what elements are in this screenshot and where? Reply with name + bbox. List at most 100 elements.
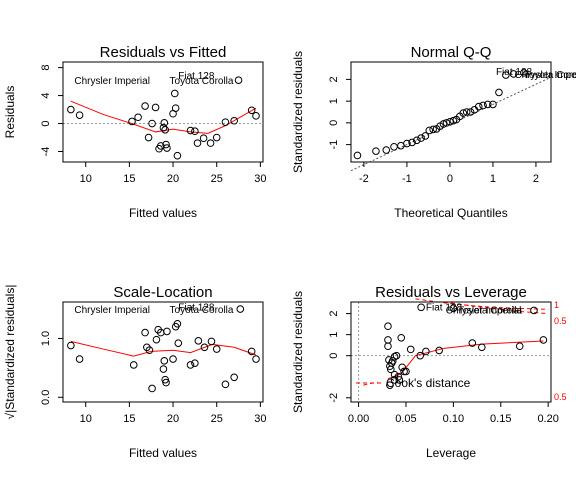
data-point [163,327,171,336]
data-point [406,345,415,354]
x-tick-label: 15 [123,173,135,185]
data-point [384,342,392,351]
data-point [353,151,362,160]
data-point [134,113,142,122]
data-point [148,119,156,128]
data-point [382,146,391,154]
data-point [161,126,169,134]
point-label: Chrysler Imperial [74,305,150,316]
data-point [468,339,477,347]
x-tick-label: 0.15 [490,413,511,425]
data-point [169,355,177,363]
smooth-line [387,340,544,380]
data-point [489,100,497,109]
x-tick-label: 2 [533,173,539,185]
x-tick-label: 25 [211,413,223,425]
data-point [159,123,168,132]
data-point [221,380,230,389]
data-point [151,103,160,112]
point-label: Chrysler Imperial [74,76,150,87]
data-point [145,346,154,355]
x-tick-label: -2 [359,173,369,185]
data-point [442,119,451,127]
point-label: Toyota Corolla [458,305,522,316]
point-label: Toyota Corolla [524,70,576,81]
data-point [212,133,221,142]
data-point [502,71,510,79]
cooks-contour-label: 0.5 [554,316,567,326]
data-point [520,69,528,77]
x-tick-label: 0 [447,173,453,185]
data-point [193,139,202,147]
x-tick-label: 0.05 [395,413,416,425]
data-point [171,104,180,112]
data-point [429,125,437,134]
panel-2: Normal Q-Q -2 -1 0 1 2 -1 0 1 2 Theoretical Quanti… [291,44,576,220]
data-point [425,126,434,135]
data-point [129,361,138,369]
plot-frame [350,301,552,403]
data-point [390,370,399,379]
x-axis-label: Fitted values [129,446,197,460]
data-point [390,142,398,151]
cooks-contour [443,301,549,315]
data-point [230,373,238,382]
point-label: Toyota Corolla [170,305,234,316]
data-point [236,305,245,313]
data-point [446,117,454,126]
x-axis-label: Theoretical Quantiles [394,206,507,220]
point-label: Fiat 128 [178,302,215,313]
data-point [422,347,430,356]
point-label: Chrysler Imperial [446,305,522,316]
x-tick-label: 10 [80,413,92,425]
y-tick-label: 2 [328,76,340,82]
data-point [417,303,425,312]
y-tick-label: 0 [328,120,340,126]
data-point [539,336,548,344]
data-point [435,346,443,355]
point-label: Fiat 128 [178,71,215,82]
y-tick-label: 0 [328,353,340,359]
x-axis-label: Leverage [426,446,476,460]
panel-1: Residuals vs Fitted 10 15 20 25 30 -4 0 4 8 Fitted… [3,44,267,220]
data-point [141,328,149,337]
x-tick-label: 0.10 [443,413,464,425]
chart-title: Residuals vs Fitted [100,44,227,61]
y-tick-label: 0 [40,120,52,126]
point-label: Fiat 128 [426,302,463,313]
data-point [221,118,230,126]
x-tick-label: 10 [80,173,92,185]
smooth-line [70,340,257,357]
data-point [515,342,524,351]
data-point [397,333,406,342]
data-point [466,108,475,116]
y-axis-label: Residuals [3,86,17,139]
data-point [207,337,216,346]
qq-reference-line [350,76,552,172]
data-point [400,367,408,376]
cooks-contour-label: 1 [554,300,559,310]
data-point [75,111,84,119]
x-tick-label: -1 [402,173,412,185]
y-tick-label: 1.0 [40,331,52,346]
data-point [128,117,136,126]
point-label: Toyota Corolla [170,76,234,87]
data-point [395,376,404,384]
data-point [170,89,179,98]
data-point [413,136,421,145]
plot-frame [350,61,552,163]
chart-title: Scale-Location [113,284,212,301]
data-point [191,359,199,367]
y-tick-label: -4 [40,147,52,157]
data-point [474,102,483,111]
data-point [390,352,399,361]
data-point [173,319,182,328]
x-tick-label: 0.20 [537,413,558,425]
data-point [161,375,169,384]
data-point [398,363,406,372]
point-label: Chrysler Imperial [514,70,576,81]
data-point [394,372,403,381]
data-point [372,147,380,155]
point-label: Fiat 128 [496,67,533,78]
cooks-contour-label: 0.5 [554,392,567,402]
